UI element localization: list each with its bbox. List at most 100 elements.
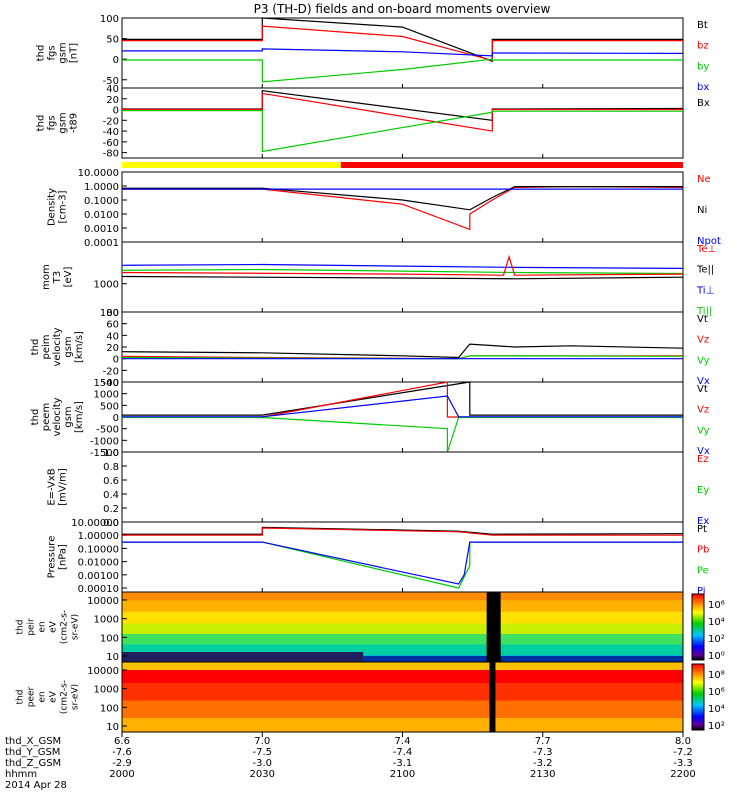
panel-6-ytick-label-5: 0.0 <box>103 518 119 529</box>
orbit-row-0-value-0: 6.6 <box>114 736 130 747</box>
spectrogram-0-gap <box>486 592 501 662</box>
orbit-row-label-0: thd_X_GSM <box>5 736 61 747</box>
orbit-row-1-value-4: -7.2 <box>673 747 693 758</box>
panel-2-ytick-label-2: 0.1000 <box>84 196 119 207</box>
spectrogram-0-colorbar-label-2: 10² <box>708 634 725 645</box>
panel-7-ytick-label-4: 0.00100 <box>78 571 119 582</box>
spectrogram-1-colorbar-label-3: 10² <box>708 721 725 732</box>
orbit-row-label-1: thd_Y_GSM <box>5 747 60 758</box>
panel-2-legend-0: Ne <box>697 174 711 185</box>
panel-7-legend-0: Pt <box>697 524 707 535</box>
spectrogram-0-ytick-label-0: 10000 <box>87 596 119 607</box>
spectrogram-1-ylabel-3: eV <box>49 690 59 703</box>
panel-0-ylabel-0: thd <box>36 45 47 62</box>
status-bar-segment-0 <box>122 162 341 168</box>
spectrogram-0-ytick-label-1: 1000 <box>94 615 119 626</box>
spectrogram-0-colorbar-label-3: 10⁰ <box>708 651 725 662</box>
panel-1-ylabel-3: -t89 <box>69 113 80 133</box>
spectrogram-0-ylabel-4: (cm2-s- <box>60 610 70 644</box>
spectrogram-0-ytick-label-3: 10 <box>106 652 119 663</box>
spectrogram-0-lowband-right <box>363 656 683 662</box>
spectrogram-0-ylabel-0: thd <box>16 620 26 635</box>
spectrogram-1-ylabel-1: peer <box>27 686 37 707</box>
panel-5-ylabel-3: gsm <box>63 406 74 427</box>
orbit-row-2-value-0: -2.9 <box>112 758 132 769</box>
orbit-row-1-value-1: -7.5 <box>252 747 272 758</box>
spectrogram-1-band-2 <box>122 700 683 719</box>
panel-4-ytick-label-4: 0 <box>113 355 119 366</box>
spectrogram-0-band-0 <box>122 592 683 602</box>
panel-1-ylabel-2: gsm <box>58 112 69 133</box>
panel-0-ytick-label-0: 100 <box>100 14 119 25</box>
figure-title: P3 (TH-D) fields and on-board moments ov… <box>254 2 551 16</box>
panel-0-series-0-line <box>122 17 683 63</box>
panel-6-ytick-label-2: 0.6 <box>103 476 119 487</box>
panel-3-legend-3: Ti|| <box>696 306 712 317</box>
spectrogram-1-image <box>122 662 683 732</box>
panel-0-legend-3: bx <box>697 82 709 93</box>
panel-5-series-3-line <box>122 395 683 418</box>
panel-5-ylabel-4: [km/s] <box>74 401 85 433</box>
panel-2-series-0-line <box>122 185 684 231</box>
panel-0-series-2-line <box>122 58 683 83</box>
panel-5-ytick-label-3: 0 <box>113 413 119 424</box>
orbit-row-3-value-3: 2130 <box>530 769 555 780</box>
panel-6-ytick-label-0: 1.0 <box>103 448 119 459</box>
panel-6-legend-2: Ex <box>697 516 709 527</box>
panel-5-legend-0: Vt <box>697 384 708 395</box>
panel-2-ytick-label-5: 0.0001 <box>84 238 119 249</box>
panel-5-series-2-line <box>122 416 683 453</box>
panel-1-ytick-label-4: -40 <box>103 127 119 138</box>
panel-6-ytick-label-1: 0.8 <box>103 462 119 473</box>
orbit-row-1-value-2: -7.4 <box>393 747 413 758</box>
spectrogram-0-image <box>122 592 683 662</box>
spectrogram-1-ytick-label-3: 10 <box>106 722 119 733</box>
panel-4-legend-2: Vy <box>697 355 710 366</box>
panel-4-ylabel-2: velocity <box>52 327 63 366</box>
panel-4-ylabel-1: peim <box>41 334 52 359</box>
panel-3-series-2-line <box>121 254 684 276</box>
spectrogram-1-ytick-label-2: 100 <box>100 703 119 714</box>
panel-7-series-1-line <box>122 527 683 536</box>
panel-3-series-3-line <box>121 275 684 280</box>
panel-7-series-0-line <box>122 526 684 535</box>
orbit-row-0-value-4: 8.0 <box>675 736 691 747</box>
panel-7-ytick-label-3: 0.01000 <box>78 558 119 569</box>
panel-4-series-0-line <box>121 343 684 359</box>
spectrogram-1-gap <box>489 662 496 732</box>
panel-7-series-3-line <box>122 541 683 585</box>
orbit-row-2-value-1: -3.0 <box>252 758 272 769</box>
panel-2-series-1-line <box>122 186 683 211</box>
spectrogram-1-band-3 <box>122 718 683 732</box>
spectrogram-1-ylabel-4: (cm2-s- <box>60 680 70 714</box>
spectrogram-0-ylabel-5: sr-eV) <box>71 614 81 640</box>
panel-2-ytick-label-1: 1.0000 <box>84 182 119 193</box>
spectrogram-0-ylabel-3: eV <box>49 620 59 633</box>
panel-0-ytick-label-1: 50 <box>106 35 119 46</box>
panel-0-series-1-line <box>122 25 683 62</box>
panel-4-ytick-label-0: 80 <box>106 308 119 319</box>
panel-4-ytick-label-2: 40 <box>106 331 119 342</box>
panel-7-legend-1: Pb <box>697 545 709 556</box>
spectrogram-1-topband <box>122 662 683 670</box>
spectrogram-0-band-4 <box>122 634 683 646</box>
panel-1-ytick-label-0: 40 <box>106 84 119 95</box>
panel-2-legend-2: Npot <box>697 236 721 247</box>
orbit-row-3-value-1: 2030 <box>250 769 275 780</box>
orbit-row-0-value-1: 7.0 <box>254 736 270 747</box>
panel-5-legend-3: Vx <box>697 446 710 457</box>
panel-6-ylabel-1: [mV/m] <box>58 468 69 506</box>
orbit-row-1-value-3: -7.3 <box>533 747 553 758</box>
panel-7-ytick-label-5: 0.00010 <box>78 584 119 595</box>
spectrogram-1-ylabel-5: sr-eV) <box>71 684 81 710</box>
panel-6-ylabel-0: E=-VxB <box>47 468 58 505</box>
spectrogram-0-ylabel-1: peir <box>27 618 37 636</box>
spectrogram-0-band-1 <box>122 600 683 613</box>
panel-7-legend-3: Pi <box>697 586 706 597</box>
orbit-row-label-3: hhmm <box>5 769 37 780</box>
orbit-row-2-value-3: -3.2 <box>533 758 553 769</box>
date-label: 2014 Apr 28 <box>5 780 67 791</box>
panel-1-frame <box>121 87 684 159</box>
panel-7-ylabel-0: Pressure <box>47 536 58 579</box>
panel-5-legend-1: Vz <box>697 405 709 416</box>
